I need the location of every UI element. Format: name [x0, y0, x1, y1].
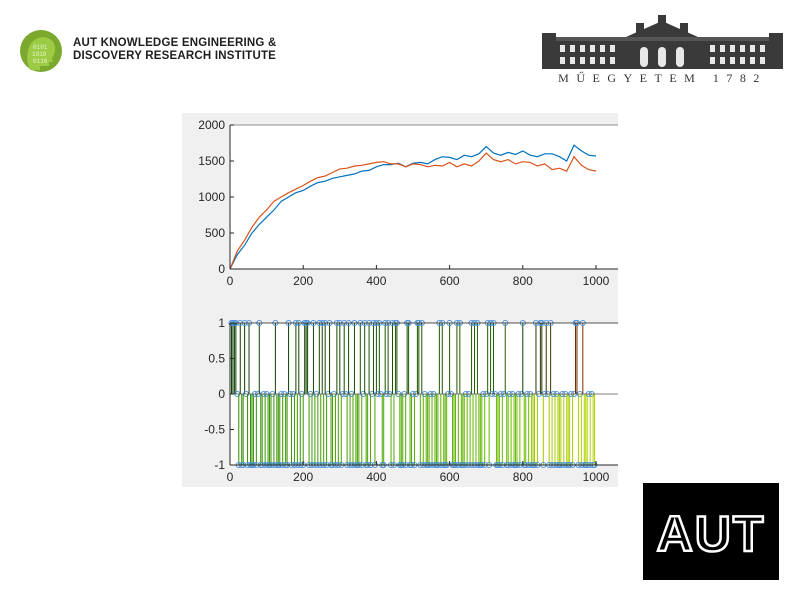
x-tick-label: 600 [440, 470, 460, 484]
series-line-1 [229, 144, 597, 270]
y-tick-label: 1 [218, 316, 225, 330]
x-tick-label: 0 [227, 470, 234, 484]
y-tick-label: 0.5 [208, 352, 225, 366]
y-tick-label: -1 [214, 458, 225, 472]
x-tick-label: 200 [293, 470, 313, 484]
aut-logo-text: AUT [657, 506, 766, 562]
x-tick-label: 1000 [583, 470, 610, 484]
svg-text:0101: 0101 [33, 44, 48, 51]
svg-text:0110: 0110 [33, 58, 48, 65]
figure-window: 0 200 400 600 800 1000 0 500 1000 1500 2000 0 200 40… [182, 113, 618, 487]
x-tick-label: 400 [366, 470, 386, 484]
bottom-stem-chart: 0 200 400 600 800 1000 -1 -0.5 0 0.5 1 [204, 316, 618, 484]
x-tick-label: 600 [440, 274, 460, 288]
series-line-2 [229, 152, 597, 270]
y-tick-label: -0.5 [204, 423, 225, 437]
figure-canvas: 0 200 400 600 800 1000 0 500 1000 1500 2000 0 200 40… [198, 118, 618, 484]
y-tick-label: 0 [218, 262, 225, 276]
building-icon [542, 15, 783, 69]
aut-logo-icon: AUT [655, 505, 766, 564]
university-caption: MŰEGYETEM 1782 [558, 71, 767, 85]
university-logo: MŰEGYETEM 1782 [540, 15, 785, 95]
brain-head-icon: 0101 1010 0110 [20, 30, 62, 72]
x-tick-label: 800 [513, 470, 533, 484]
top-line-chart: 0 200 400 600 800 1000 0 500 1000 1500 2000 [198, 118, 618, 288]
y-tick-label: 500 [205, 226, 225, 240]
y-tick-label: 1000 [198, 190, 225, 204]
institute-logo: 0101 1010 0110 AUT KNOWLEDGE ENGINEERING… [18, 28, 318, 76]
x-tick-label: 800 [513, 274, 533, 288]
x-tick-label: 400 [366, 274, 386, 288]
y-tick-label: 0 [218, 387, 225, 401]
y-tick-label: 1500 [198, 154, 225, 168]
y-tick-label: 2000 [198, 118, 225, 132]
x-tick-label: 0 [227, 274, 234, 288]
x-tick-label: 200 [293, 274, 313, 288]
institute-name-line1: AUT KNOWLEDGE ENGINEERING & [73, 37, 277, 49]
institute-name-line2: DISCOVERY RESEARCH INSTITUTE [73, 50, 277, 62]
x-tick-label: 1000 [583, 274, 610, 288]
top-axes-background [230, 125, 618, 269]
aut-logo: AUT [643, 483, 779, 580]
svg-text:1010: 1010 [32, 51, 47, 58]
